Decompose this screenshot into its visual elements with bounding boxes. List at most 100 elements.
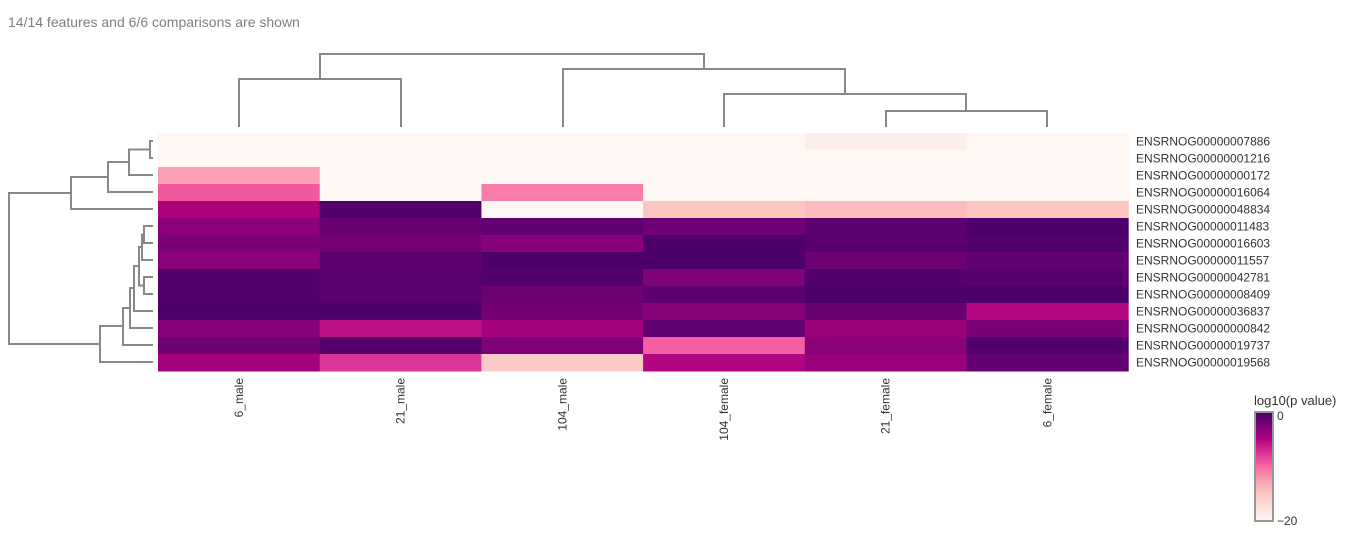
row-label: ENSRNOG00000019568 <box>1136 356 1270 370</box>
heatmap-cell[interactable] <box>804 150 967 168</box>
heatmap-cell[interactable] <box>481 252 644 270</box>
heatmap-cell[interactable] <box>319 320 482 338</box>
heatmap-cell[interactable] <box>643 252 806 270</box>
heatmap-cell[interactable] <box>966 286 1129 304</box>
heatmap-cell[interactable] <box>158 235 321 253</box>
heatmap-cell[interactable] <box>481 303 644 321</box>
heatmap-cell[interactable] <box>643 286 806 304</box>
heatmap-cell[interactable] <box>158 303 321 321</box>
dendrogram-branch <box>107 161 153 193</box>
heatmap-cell[interactable] <box>319 337 482 355</box>
heatmap-cell[interactable] <box>481 320 644 338</box>
heatmap-cell[interactable] <box>966 303 1129 321</box>
heatmap-cell[interactable] <box>804 320 967 338</box>
row-label: ENSRNOG00000007886 <box>1136 135 1270 149</box>
colorbar-gradient <box>1254 411 1274 522</box>
heatmap-cell[interactable] <box>966 269 1129 287</box>
heatmap-cell[interactable] <box>966 252 1129 270</box>
heatmap-cell[interactable] <box>319 354 482 372</box>
heatmap-cell[interactable] <box>966 184 1129 202</box>
row-label: ENSRNOG00000019737 <box>1136 339 1270 353</box>
heatmap-cell[interactable] <box>966 354 1129 372</box>
heatmap-cell[interactable] <box>804 218 967 236</box>
heatmap-cell[interactable] <box>804 354 967 372</box>
heatmap-cell[interactable] <box>158 184 321 202</box>
heatmap-cell[interactable] <box>319 167 482 185</box>
heatmap-cell[interactable] <box>643 303 806 321</box>
heatmap-cell[interactable] <box>804 286 967 304</box>
heatmap-cell[interactable] <box>804 235 967 253</box>
heatmap-cell[interactable] <box>158 354 321 372</box>
heatmap-cell[interactable] <box>804 201 967 219</box>
heatmap-cell[interactable] <box>966 337 1129 355</box>
heatmap-cell[interactable] <box>319 201 482 219</box>
heatmap-cell[interactable] <box>481 337 644 355</box>
heatmap-cell[interactable] <box>966 167 1129 185</box>
heatmap-cell[interactable] <box>158 201 321 219</box>
heatmap-cell[interactable] <box>643 218 806 236</box>
heatmap-cell[interactable] <box>643 150 806 168</box>
heatmap-cell[interactable] <box>481 167 644 185</box>
heatmap-cell[interactable] <box>319 269 482 287</box>
column-label: 6_male <box>232 378 246 418</box>
heatmap-cell[interactable] <box>319 252 482 270</box>
heatmap-cell[interactable] <box>804 252 967 270</box>
heatmap-cell[interactable] <box>158 269 321 287</box>
heatmap-cell[interactable] <box>158 320 321 338</box>
heatmap-cell[interactable] <box>319 303 482 321</box>
heatmap-cell[interactable] <box>481 269 644 287</box>
heatmap-cell[interactable] <box>319 184 482 202</box>
row-label: ENSRNOG00000042781 <box>1136 271 1270 285</box>
heatmap-cell[interactable] <box>319 150 482 168</box>
heatmap-cell[interactable] <box>158 133 321 151</box>
heatmap-cell[interactable] <box>158 167 321 185</box>
heatmap-cell[interactable] <box>643 201 806 219</box>
heatmap-cell[interactable] <box>158 252 321 270</box>
heatmap-cell[interactable] <box>643 235 806 253</box>
dendrogram-branch <box>319 53 705 79</box>
heatmap-cell[interactable] <box>158 337 321 355</box>
heatmap-cell[interactable] <box>481 150 644 168</box>
heatmap-cell[interactable] <box>158 218 321 236</box>
heatmap-cell[interactable] <box>481 133 644 151</box>
heatmap-cell[interactable] <box>643 133 806 151</box>
heatmap-cell[interactable] <box>966 235 1129 253</box>
heatmap-cell[interactable] <box>966 133 1129 151</box>
heatmap-cell[interactable] <box>481 286 644 304</box>
row-label: ENSRNOG00000000172 <box>1136 169 1270 183</box>
row-label: ENSRNOG00000008409 <box>1136 288 1270 302</box>
heatmap-cell[interactable] <box>966 150 1129 168</box>
heatmap-cell[interactable] <box>643 337 806 355</box>
heatmap-cell[interactable] <box>319 235 482 253</box>
heatmap-cell[interactable] <box>319 133 482 151</box>
heatmap-cell[interactable] <box>804 167 967 185</box>
heatmap-cell[interactable] <box>804 269 967 287</box>
heatmap-cell[interactable] <box>481 218 644 236</box>
heatmap-cell[interactable] <box>966 201 1129 219</box>
heatmap-cell[interactable] <box>804 337 967 355</box>
heatmap-cell[interactable] <box>643 167 806 185</box>
heatmap-cell[interactable] <box>804 184 967 202</box>
heatmap-cell[interactable] <box>158 150 321 168</box>
heatmap-cell[interactable] <box>643 354 806 372</box>
heatmap-cell[interactable] <box>966 320 1129 338</box>
heatmap-cell[interactable] <box>481 184 644 202</box>
heatmap-cell[interactable] <box>966 218 1129 236</box>
column-label: 104_male <box>555 378 569 431</box>
heatmap-cell[interactable] <box>158 286 321 304</box>
dendrogram-branch <box>238 78 402 127</box>
heatmap-cell[interactable] <box>481 201 644 219</box>
dendrogram-branch <box>143 276 153 295</box>
heatmap-cell[interactable] <box>804 133 967 151</box>
heatmap-cell[interactable] <box>319 218 482 236</box>
heatmap-cell[interactable] <box>643 269 806 287</box>
heatmap-cell[interactable] <box>319 286 482 304</box>
heatmap-cell[interactable] <box>804 303 967 321</box>
row-label: ENSRNOG00000048834 <box>1136 203 1270 217</box>
heatmap-cell[interactable] <box>481 235 644 253</box>
heatmap-cell[interactable] <box>643 320 806 338</box>
heatmap-cell[interactable] <box>481 354 644 372</box>
heatmap-cell[interactable] <box>643 184 806 202</box>
